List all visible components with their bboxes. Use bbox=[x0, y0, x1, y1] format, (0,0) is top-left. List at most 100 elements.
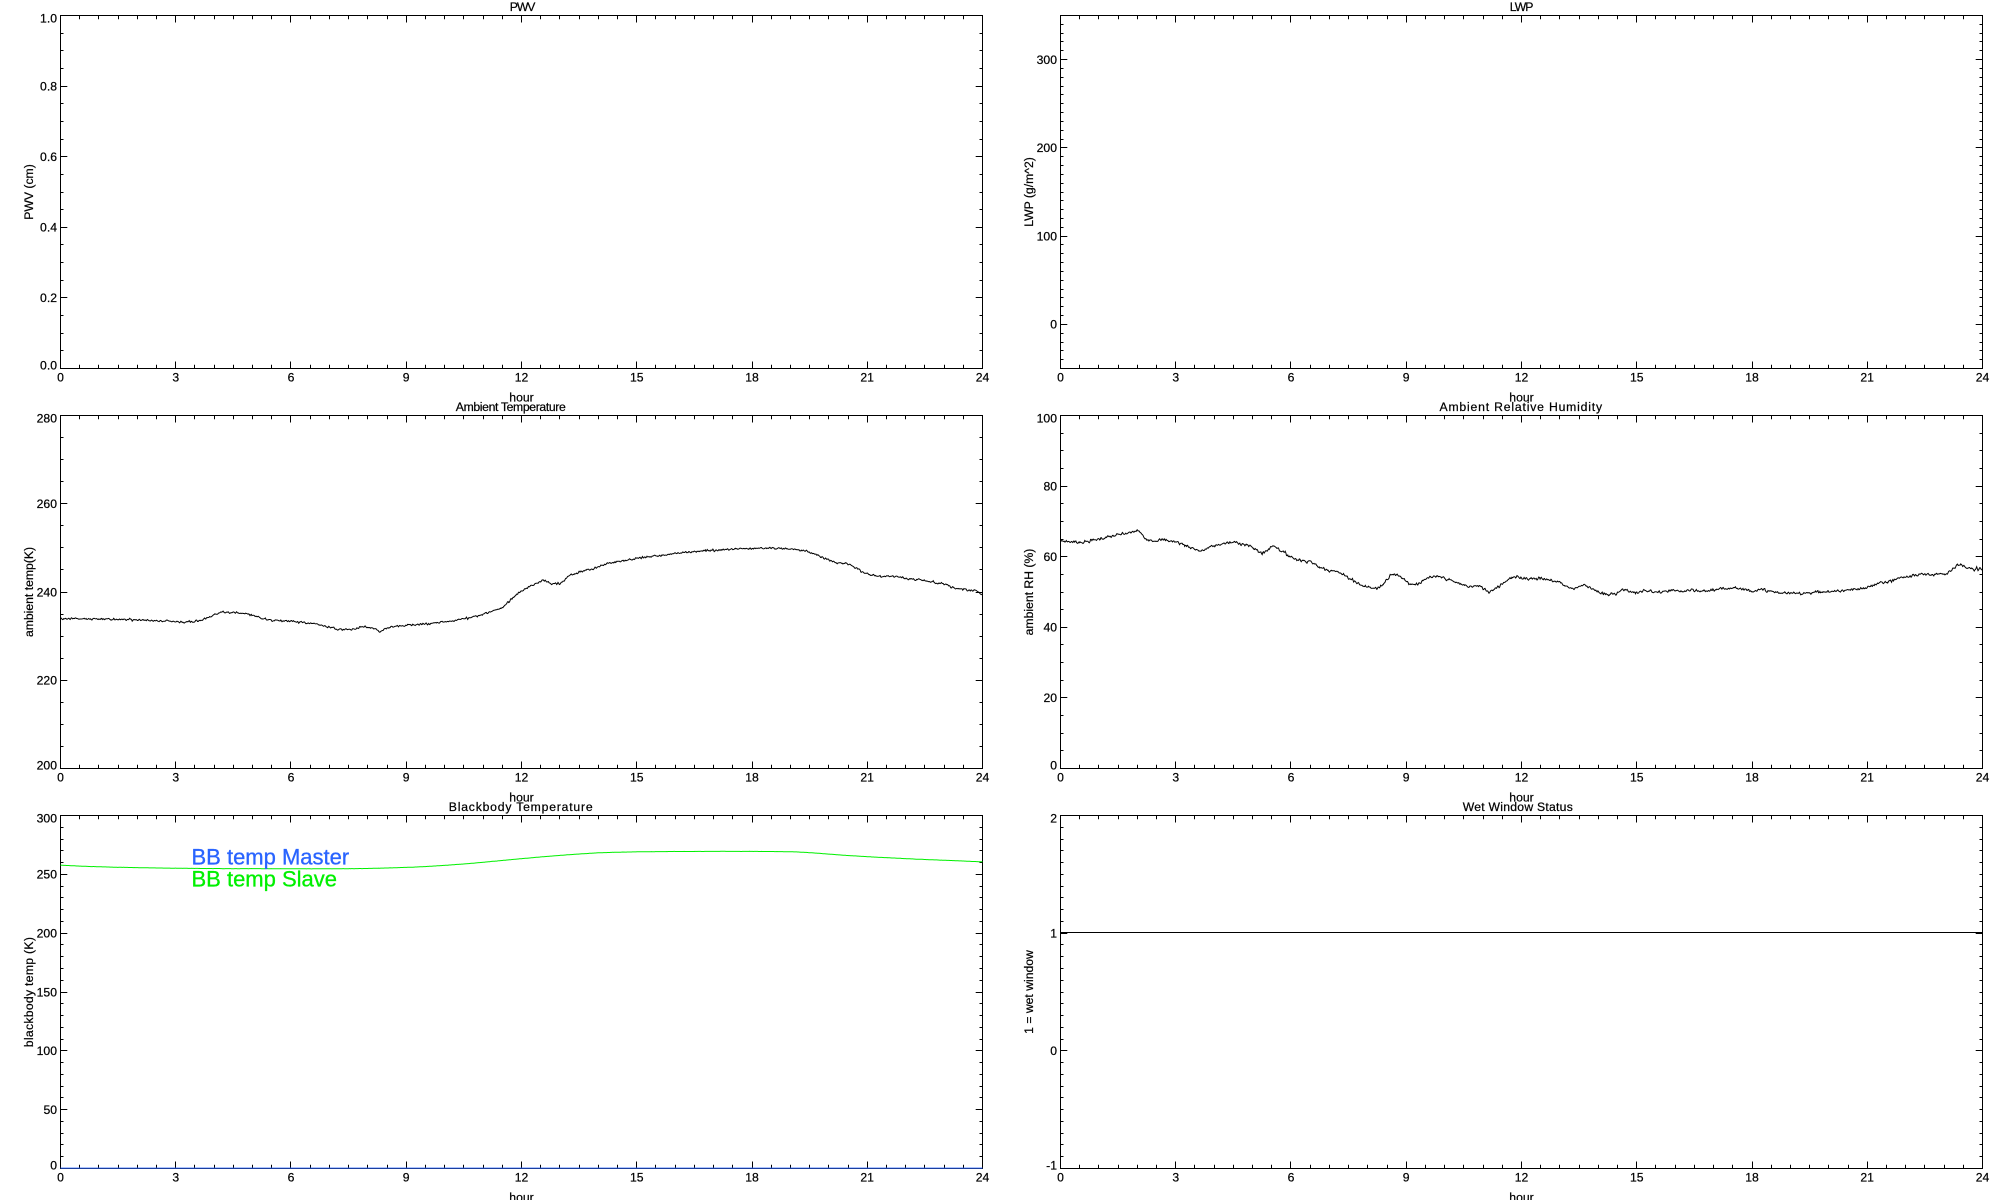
svg-text:6: 6 bbox=[288, 770, 295, 784]
svg-text:12: 12 bbox=[515, 1170, 529, 1184]
svg-text:260: 260 bbox=[37, 497, 58, 511]
svg-text:Ambient Temperature: Ambient Temperature bbox=[456, 400, 566, 414]
svg-text:0: 0 bbox=[1050, 1044, 1057, 1058]
svg-text:24: 24 bbox=[1976, 770, 1990, 784]
svg-text:15: 15 bbox=[1630, 770, 1644, 784]
svg-text:100: 100 bbox=[1037, 411, 1058, 425]
svg-text:9: 9 bbox=[1403, 770, 1410, 784]
svg-text:18: 18 bbox=[745, 770, 759, 784]
svg-text:100: 100 bbox=[37, 1044, 58, 1058]
svg-text:12: 12 bbox=[1515, 370, 1529, 384]
svg-text:15: 15 bbox=[1630, 1170, 1644, 1184]
svg-text:1 = wet window: 1 = wet window bbox=[1022, 950, 1036, 1034]
svg-text:0.0: 0.0 bbox=[40, 359, 57, 373]
svg-text:250: 250 bbox=[37, 868, 58, 882]
svg-text:1: 1 bbox=[1050, 927, 1057, 941]
svg-text:21: 21 bbox=[1860, 770, 1874, 784]
svg-text:0: 0 bbox=[1050, 318, 1057, 332]
svg-text:21: 21 bbox=[1860, 1170, 1874, 1184]
svg-text:6: 6 bbox=[288, 1170, 295, 1184]
svg-text:12: 12 bbox=[1515, 770, 1529, 784]
svg-text:12: 12 bbox=[515, 370, 529, 384]
svg-text:150: 150 bbox=[37, 985, 58, 999]
svg-text:21: 21 bbox=[1860, 370, 1874, 384]
svg-text:3: 3 bbox=[1172, 770, 1179, 784]
svg-text:0: 0 bbox=[57, 370, 64, 384]
svg-text:ambient RH (%): ambient RH (%) bbox=[1022, 549, 1036, 636]
svg-text:12: 12 bbox=[1515, 1170, 1529, 1184]
svg-text:PWV: PWV bbox=[510, 0, 536, 14]
svg-text:6: 6 bbox=[1288, 370, 1295, 384]
svg-text:9: 9 bbox=[403, 1170, 410, 1184]
svg-text:200: 200 bbox=[37, 759, 58, 773]
svg-text:15: 15 bbox=[630, 1170, 644, 1184]
svg-text:3: 3 bbox=[172, 370, 179, 384]
svg-text:200: 200 bbox=[37, 927, 58, 941]
svg-text:3: 3 bbox=[1172, 1170, 1179, 1184]
svg-text:0: 0 bbox=[57, 1170, 64, 1184]
svg-text:24: 24 bbox=[976, 370, 990, 384]
svg-text:PWV (cm): PWV (cm) bbox=[22, 164, 36, 220]
svg-text:18: 18 bbox=[745, 1170, 759, 1184]
svg-text:LWP: LWP bbox=[1510, 0, 1533, 14]
svg-text:18: 18 bbox=[1745, 770, 1759, 784]
svg-text:300: 300 bbox=[1037, 53, 1058, 67]
svg-text:24: 24 bbox=[976, 770, 990, 784]
svg-text:3: 3 bbox=[172, 1170, 179, 1184]
svg-text:15: 15 bbox=[630, 370, 644, 384]
svg-text:40: 40 bbox=[1043, 621, 1057, 635]
svg-text:15: 15 bbox=[1630, 370, 1644, 384]
svg-text:24: 24 bbox=[1976, 370, 1990, 384]
svg-text:6: 6 bbox=[1288, 770, 1295, 784]
svg-text:9: 9 bbox=[1403, 370, 1410, 384]
svg-text:Blackbody Temperature: Blackbody Temperature bbox=[449, 800, 594, 814]
svg-text:18: 18 bbox=[1745, 1170, 1759, 1184]
svg-text:24: 24 bbox=[1976, 1170, 1990, 1184]
svg-text:220: 220 bbox=[37, 674, 58, 688]
svg-text:0: 0 bbox=[1057, 370, 1064, 384]
svg-text:hour: hour bbox=[1509, 1191, 1533, 1200]
svg-text:2: 2 bbox=[1050, 811, 1057, 825]
svg-text:18: 18 bbox=[1745, 370, 1759, 384]
svg-text:280: 280 bbox=[37, 411, 58, 425]
svg-text:LWP (g/m^2): LWP (g/m^2) bbox=[1022, 157, 1036, 227]
svg-text:100: 100 bbox=[1037, 229, 1058, 243]
svg-text:6: 6 bbox=[288, 370, 295, 384]
svg-text:0.2: 0.2 bbox=[40, 291, 57, 305]
svg-text:3: 3 bbox=[1172, 370, 1179, 384]
svg-text:50: 50 bbox=[43, 1103, 57, 1117]
svg-text:ambient temp(K): ambient temp(K) bbox=[22, 547, 36, 637]
svg-text:240: 240 bbox=[37, 585, 58, 599]
svg-text:21: 21 bbox=[860, 370, 874, 384]
svg-text:BB temp Master: BB temp Master bbox=[192, 845, 350, 870]
svg-text:1.0: 1.0 bbox=[40, 11, 57, 25]
svg-text:0: 0 bbox=[50, 1159, 57, 1173]
svg-text:300: 300 bbox=[37, 811, 58, 825]
svg-text:18: 18 bbox=[745, 370, 759, 384]
svg-text:21: 21 bbox=[860, 770, 874, 784]
svg-text:BB temp Slave: BB temp Slave bbox=[192, 866, 338, 891]
svg-text:9: 9 bbox=[1403, 1170, 1410, 1184]
svg-text:9: 9 bbox=[403, 370, 410, 384]
svg-text:9: 9 bbox=[403, 770, 410, 784]
svg-text:hour: hour bbox=[509, 791, 533, 805]
svg-text:0.4: 0.4 bbox=[40, 221, 57, 235]
svg-text:80: 80 bbox=[1043, 479, 1057, 493]
svg-text:-1: -1 bbox=[1046, 1159, 1057, 1173]
svg-text:0.6: 0.6 bbox=[40, 150, 57, 164]
svg-text:blackbody temp (K): blackbody temp (K) bbox=[22, 937, 36, 1047]
svg-text:Wet Window Status: Wet Window Status bbox=[1463, 800, 1573, 814]
svg-text:0: 0 bbox=[1057, 1170, 1064, 1184]
svg-text:15: 15 bbox=[630, 770, 644, 784]
svg-text:hour: hour bbox=[1509, 391, 1533, 405]
svg-text:200: 200 bbox=[1037, 141, 1058, 155]
svg-text:hour: hour bbox=[509, 391, 533, 405]
svg-text:60: 60 bbox=[1043, 550, 1057, 564]
svg-text:0: 0 bbox=[1050, 759, 1057, 773]
svg-text:0.8: 0.8 bbox=[40, 79, 57, 93]
svg-text:20: 20 bbox=[1043, 691, 1057, 705]
svg-text:6: 6 bbox=[1288, 1170, 1295, 1184]
svg-text:3: 3 bbox=[172, 770, 179, 784]
svg-text:24: 24 bbox=[976, 1170, 990, 1184]
svg-text:12: 12 bbox=[515, 770, 529, 784]
